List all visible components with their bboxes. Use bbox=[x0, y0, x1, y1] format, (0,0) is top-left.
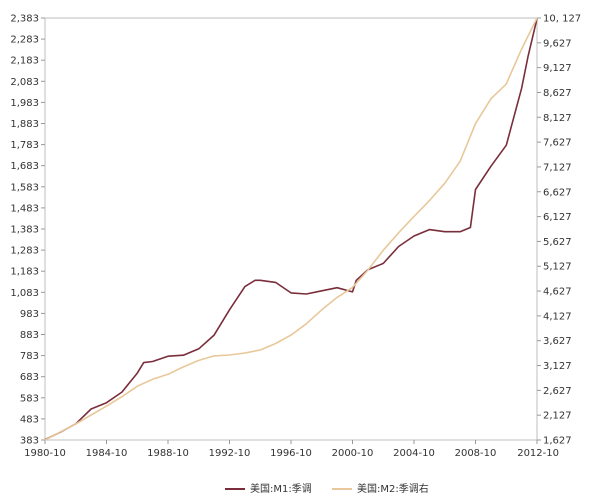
x-tick-label: 1980-10 bbox=[24, 448, 66, 459]
x-tick-label: 2008-10 bbox=[455, 448, 497, 459]
x-tick-label: 2012-10 bbox=[517, 448, 559, 459]
y-left-tick-label: 2,083 bbox=[10, 77, 39, 88]
y-left-tick-label: 1,783 bbox=[10, 140, 39, 151]
y-right-tick-label: 7,127 bbox=[543, 162, 572, 173]
y-left-tick-label: 1,583 bbox=[10, 182, 39, 193]
y-right-tick-label: 8,127 bbox=[543, 113, 572, 124]
y-right-tick-label: 3,627 bbox=[543, 336, 572, 347]
y-right-tick-label: 7,627 bbox=[543, 138, 572, 149]
y-left-tick-label: 1,383 bbox=[10, 225, 39, 236]
y-right-tick-label: 3,127 bbox=[543, 361, 572, 372]
y-right-tick-label: 10, 127 bbox=[543, 14, 581, 25]
legend-label-m1: 美国:M1:季调 bbox=[250, 482, 312, 495]
y-left-tick-label: 2,383 bbox=[10, 14, 39, 25]
x-tick-label: 2004-10 bbox=[393, 448, 435, 459]
y-right-tick-label: 1,627 bbox=[543, 436, 572, 447]
y-right-tick-label: 4,627 bbox=[543, 287, 572, 298]
series-lines bbox=[44, 17, 538, 441]
y-right-tick-label: 6,627 bbox=[543, 187, 572, 198]
x-tick-label: 1988-10 bbox=[147, 448, 189, 459]
y-left-tick-label: 1,883 bbox=[10, 119, 39, 130]
y-left-tick-label: 2,283 bbox=[10, 35, 39, 46]
x-tick-label: 2000-10 bbox=[332, 448, 374, 459]
y-left-tick-label: 1,983 bbox=[10, 98, 39, 109]
y-left-tick-label: 883 bbox=[20, 330, 39, 341]
y-left-tick-label: 583 bbox=[20, 393, 39, 404]
y-left-tick-label: 1,683 bbox=[10, 161, 39, 172]
y-left-tick-label: 1,183 bbox=[10, 267, 39, 278]
y-left-tick-label: 2,183 bbox=[10, 56, 39, 67]
plot-border bbox=[44, 17, 538, 441]
y-left-tick-label: 783 bbox=[20, 351, 39, 362]
y-right-tick-label: 6,127 bbox=[543, 212, 572, 223]
y-right-tick-label: 2,127 bbox=[543, 411, 572, 422]
series-line-m2 bbox=[44, 17, 538, 441]
y-right-tick-label: 5,627 bbox=[543, 237, 572, 248]
plot-frame bbox=[44, 17, 538, 441]
y-left-tick-label: 383 bbox=[20, 436, 39, 447]
y-right-tick-label: 9,627 bbox=[543, 38, 572, 49]
y-right-tick-label: 8,627 bbox=[543, 88, 572, 99]
legend: 美国:M1:季调 美国:M2:季调右 bbox=[225, 482, 429, 495]
y-left-tick-label: 483 bbox=[20, 414, 39, 425]
series-line-m1 bbox=[44, 18, 538, 441]
x-tick-label: 1984-10 bbox=[86, 448, 128, 459]
x-axis: 1980-10 1984-10 1988-10 1992-10 1996-10 2000-… bbox=[24, 440, 559, 459]
y-left-tick-label: 983 bbox=[20, 309, 39, 320]
y-left-tick-label: 1,483 bbox=[10, 203, 39, 214]
y-left-tick-label: 1,083 bbox=[10, 288, 39, 299]
left-axis: 383 483 583 683 783 883 983 1,083 1,183 1,283 1,38… bbox=[10, 14, 45, 447]
right-axis: 1,627 2,127 2,627 3,127 3,627 4,127 4,627 5,127… bbox=[537, 14, 581, 447]
y-right-tick-label: 4,127 bbox=[543, 311, 572, 322]
legend-label-m2: 美国:M2:季调右 bbox=[357, 482, 429, 495]
y-right-tick-label: 2,627 bbox=[543, 386, 572, 397]
x-tick-label: 1996-10 bbox=[270, 448, 312, 459]
y-left-tick-label: 683 bbox=[20, 372, 39, 383]
y-right-tick-label: 9,127 bbox=[543, 63, 572, 74]
x-tick-label: 1992-10 bbox=[209, 448, 251, 459]
y-right-tick-label: 5,127 bbox=[543, 262, 572, 273]
y-left-tick-label: 1,283 bbox=[10, 246, 39, 257]
